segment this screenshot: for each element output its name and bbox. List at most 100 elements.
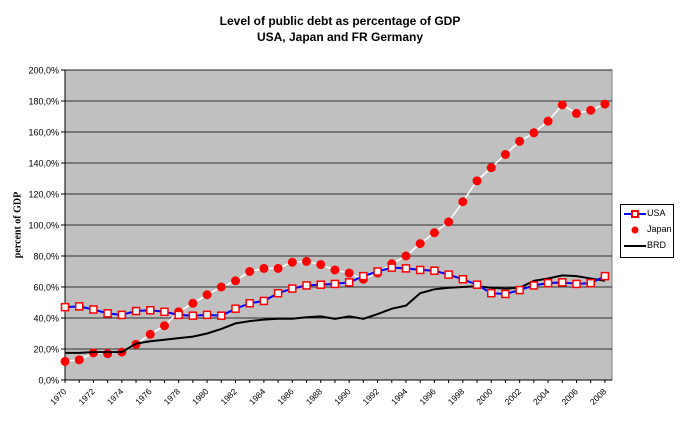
legend-item-usa: USA xyxy=(621,207,673,222)
y-axis-label: percent of GDP xyxy=(12,191,24,259)
data-point-japan xyxy=(486,163,496,173)
data-point-japan xyxy=(429,228,439,238)
data-point-japan xyxy=(586,105,596,115)
data-point-usa xyxy=(288,284,297,293)
data-point-japan xyxy=(571,108,581,118)
x-tick-label: 1974 xyxy=(105,386,126,407)
x-tick-label: 2008 xyxy=(588,386,609,407)
data-point-japan xyxy=(415,239,425,249)
data-point-usa xyxy=(60,302,70,312)
x-tick-label: 1998 xyxy=(446,386,467,407)
data-point-usa xyxy=(458,275,468,284)
data-point-usa xyxy=(486,288,496,298)
data-point-usa xyxy=(330,279,340,289)
legend-item-japan: Japan xyxy=(621,223,673,238)
x-tick-label: 1978 xyxy=(162,386,183,407)
data-point-japan xyxy=(330,265,340,275)
data-point-usa xyxy=(444,270,453,279)
data-point-usa xyxy=(160,307,169,317)
data-point-usa xyxy=(202,310,212,320)
x-tick-label: 1972 xyxy=(76,386,97,407)
data-point-japan xyxy=(316,260,326,270)
x-tick-label: 1988 xyxy=(304,386,325,407)
x-tick-label: 1990 xyxy=(332,386,353,407)
data-point-usa xyxy=(415,265,425,275)
data-point-japan xyxy=(145,329,155,339)
x-tick-label: 1976 xyxy=(133,386,154,407)
data-point-japan xyxy=(557,100,567,110)
data-point-usa xyxy=(316,280,325,289)
data-point-japan xyxy=(344,268,354,278)
data-point-usa xyxy=(145,306,155,315)
data-point-japan xyxy=(515,136,525,146)
x-tick-label: 2000 xyxy=(474,386,495,407)
data-point-japan xyxy=(287,257,297,267)
data-point-usa xyxy=(543,278,553,288)
data-point-japan xyxy=(60,356,70,366)
data-point-usa xyxy=(103,309,112,318)
data-point-japan xyxy=(401,251,411,261)
legend-swatch-usa xyxy=(624,210,646,218)
axes xyxy=(64,70,612,383)
series-line-brd xyxy=(65,274,606,354)
x-tick-label: 1970 xyxy=(48,386,69,407)
legend-label-japan: Japan xyxy=(647,224,672,234)
data-point-japan xyxy=(302,256,312,266)
x-tick-label: 1996 xyxy=(417,386,438,407)
legend: USA Japan BRD xyxy=(620,204,674,258)
data-point-japan xyxy=(202,290,212,300)
data-point-japan xyxy=(472,176,482,186)
legend-label-usa: USA xyxy=(647,208,666,218)
y-tick-label: 180,0% xyxy=(28,97,59,107)
data-point-usa xyxy=(302,281,311,290)
data-point-japan xyxy=(529,128,539,138)
x-tick-label: 2006 xyxy=(559,386,580,407)
data-point-usa xyxy=(472,280,482,289)
x-tick-label: 2002 xyxy=(503,386,524,407)
data-point-usa xyxy=(245,299,254,308)
data-point-japan xyxy=(273,263,283,273)
data-point-usa xyxy=(131,306,141,316)
legend-item-brd: BRD xyxy=(621,239,673,254)
x-tick-label: 1986 xyxy=(275,386,296,407)
y-tick-label: 200,0% xyxy=(28,66,59,76)
data-point-japan xyxy=(74,355,84,365)
x-tick-label: 2004 xyxy=(531,386,552,407)
y-tick-label: 100,0% xyxy=(28,221,59,231)
data-point-usa xyxy=(373,267,382,276)
y-tick-label: 60,0% xyxy=(33,283,59,293)
legend-label-brd: BRD xyxy=(647,240,667,250)
x-tick-label: 1982 xyxy=(218,386,239,407)
data-point-japan xyxy=(543,116,553,126)
data-point-usa xyxy=(259,296,269,306)
data-point-usa xyxy=(558,278,567,287)
data-point-japan xyxy=(444,217,454,227)
data-point-usa xyxy=(174,310,183,320)
y-tick-label: 0,0% xyxy=(38,376,59,386)
data-point-japan xyxy=(458,197,468,207)
data-point-usa xyxy=(529,281,539,290)
data-point-usa xyxy=(74,302,84,311)
x-tick-label: 1992 xyxy=(361,386,382,407)
data-point-usa xyxy=(231,304,240,313)
data-point-japan xyxy=(230,276,240,286)
chart-subtitle: USA, Japan and FR Germany xyxy=(256,30,424,44)
series-brd xyxy=(65,274,606,354)
legend-swatch-brd xyxy=(624,245,646,247)
y-tick-label: 160,0% xyxy=(28,128,59,138)
y-tick-label: 120,0% xyxy=(28,190,59,200)
x-axis-tick-labels: 1970 1972 1974 1976 1978 1980 1982 1984 1986 1988… xyxy=(48,386,609,407)
series-usa xyxy=(60,263,610,320)
chart-title: Level of public debt as percentage of GD… xyxy=(219,14,461,28)
data-point-japan xyxy=(259,263,269,273)
data-point-usa xyxy=(344,278,354,287)
data-point-japan xyxy=(216,282,226,292)
data-point-usa xyxy=(387,263,397,272)
data-point-japan xyxy=(600,99,610,109)
data-point-usa xyxy=(401,264,411,273)
series-layer xyxy=(60,99,610,366)
data-point-usa xyxy=(359,271,368,281)
data-point-japan xyxy=(245,267,255,276)
data-point-usa xyxy=(430,266,439,275)
